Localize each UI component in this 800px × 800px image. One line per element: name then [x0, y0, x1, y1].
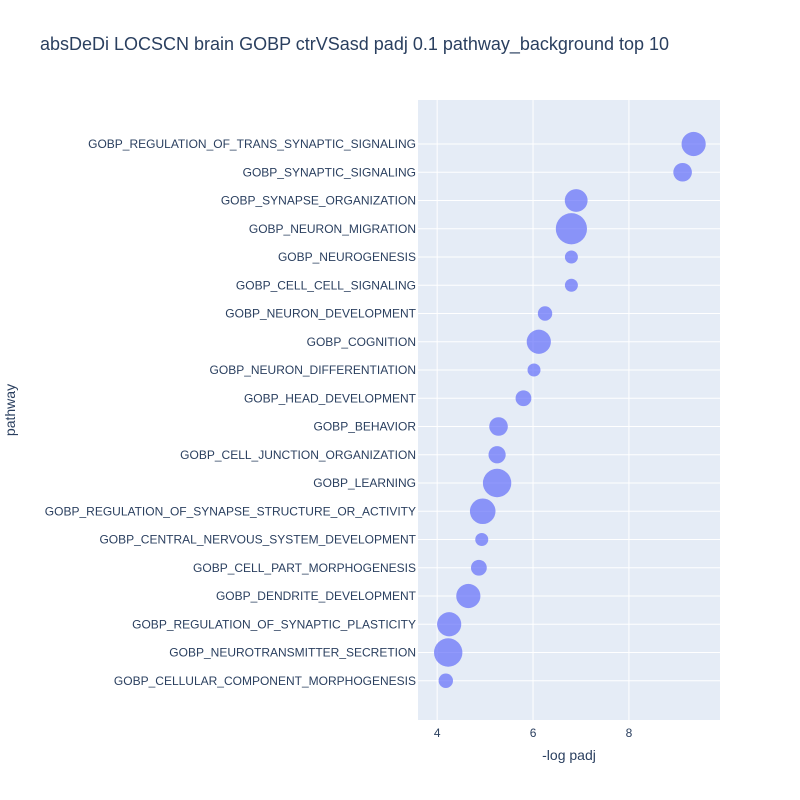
data-point[interactable] [489, 417, 508, 436]
data-point[interactable] [470, 559, 487, 576]
y-tick-label: GOBP_SYNAPSE_ORGANIZATION [221, 194, 416, 208]
y-tick-label: GOBP_NEURON_MIGRATION [249, 222, 416, 236]
data-point[interactable] [437, 612, 462, 637]
data-point[interactable] [482, 468, 512, 498]
data-point[interactable] [555, 213, 587, 245]
y-tick-label: GOBP_DENDRITE_DEVELOPMENT [216, 589, 417, 603]
x-tick-label: 6 [530, 726, 537, 740]
data-point[interactable] [475, 533, 489, 546]
markers [434, 131, 706, 688]
data-point[interactable] [434, 638, 463, 667]
data-point[interactable] [526, 329, 551, 354]
data-point[interactable] [488, 446, 506, 464]
y-tick-label: GOBP_REGULATION_OF_SYNAPTIC_PLASTICITY [132, 617, 416, 631]
x-tick-labels: 4 6 8 [434, 726, 633, 740]
data-point[interactable] [564, 278, 578, 292]
y-tick-label: GOBP_REGULATION_OF_SYNAPSE_STRUCTURE_OR_… [45, 504, 416, 518]
data-point[interactable] [564, 189, 588, 212]
x-axis-title: -log padj [542, 747, 596, 763]
y-tick-label: GOBP_SYNAPTIC_SIGNALING [243, 165, 416, 179]
data-point[interactable] [673, 162, 692, 182]
y-tick-label: GOBP_LEARNING [313, 476, 416, 490]
y-tick-labels: GOBP_REGULATION_OF_TRANS_SYNAPTIC_SIGNAL… [45, 137, 417, 688]
y-tick-label: GOBP_CENTRAL_NERVOUS_SYSTEM_DEVELOPMENT [99, 533, 416, 547]
x-tick-label: 4 [434, 726, 441, 740]
data-point[interactable] [537, 306, 553, 321]
data-point[interactable] [438, 673, 454, 688]
chart-title: absDeDi LOCSCN brain GOBP ctrVSasd padj … [40, 34, 669, 55]
data-point[interactable] [564, 250, 578, 264]
y-tick-label: GOBP_CELL_CELL_SIGNALING [236, 278, 416, 292]
y-tick-label: GOBP_HEAD_DEVELOPMENT [244, 391, 417, 405]
y-tick-label: GOBP_NEUROGENESIS [278, 250, 416, 264]
y-tick-label: GOBP_NEURON_DEVELOPMENT [225, 307, 416, 321]
y-tick-label: GOBP_BEHAVIOR [314, 420, 417, 434]
gridlines [418, 100, 720, 720]
y-tick-label: GOBP_COGNITION [307, 335, 416, 349]
data-point[interactable] [469, 498, 496, 525]
data-point[interactable] [681, 131, 706, 157]
x-tick-label: 8 [626, 726, 633, 740]
y-tick-label: GOBP_CELL_JUNCTION_ORGANIZATION [180, 448, 416, 462]
data-point[interactable] [456, 583, 481, 609]
y-tick-label: GOBP_CELL_PART_MORPHOGENESIS [193, 561, 416, 575]
y-tick-label: GOBP_REGULATION_OF_TRANS_SYNAPTIC_SIGNAL… [88, 137, 416, 151]
y-tick-label: GOBP_NEURON_DIFFERENTIATION [210, 363, 416, 377]
data-point[interactable] [515, 390, 532, 407]
y-tick-label: GOBP_NEUROTRANSMITTER_SECRETION [169, 646, 416, 660]
y-axis-title: pathway [2, 384, 18, 436]
data-point[interactable] [527, 363, 541, 377]
y-tick-label: GOBP_CELLULAR_COMPONENT_MORPHOGENESIS [114, 674, 416, 688]
